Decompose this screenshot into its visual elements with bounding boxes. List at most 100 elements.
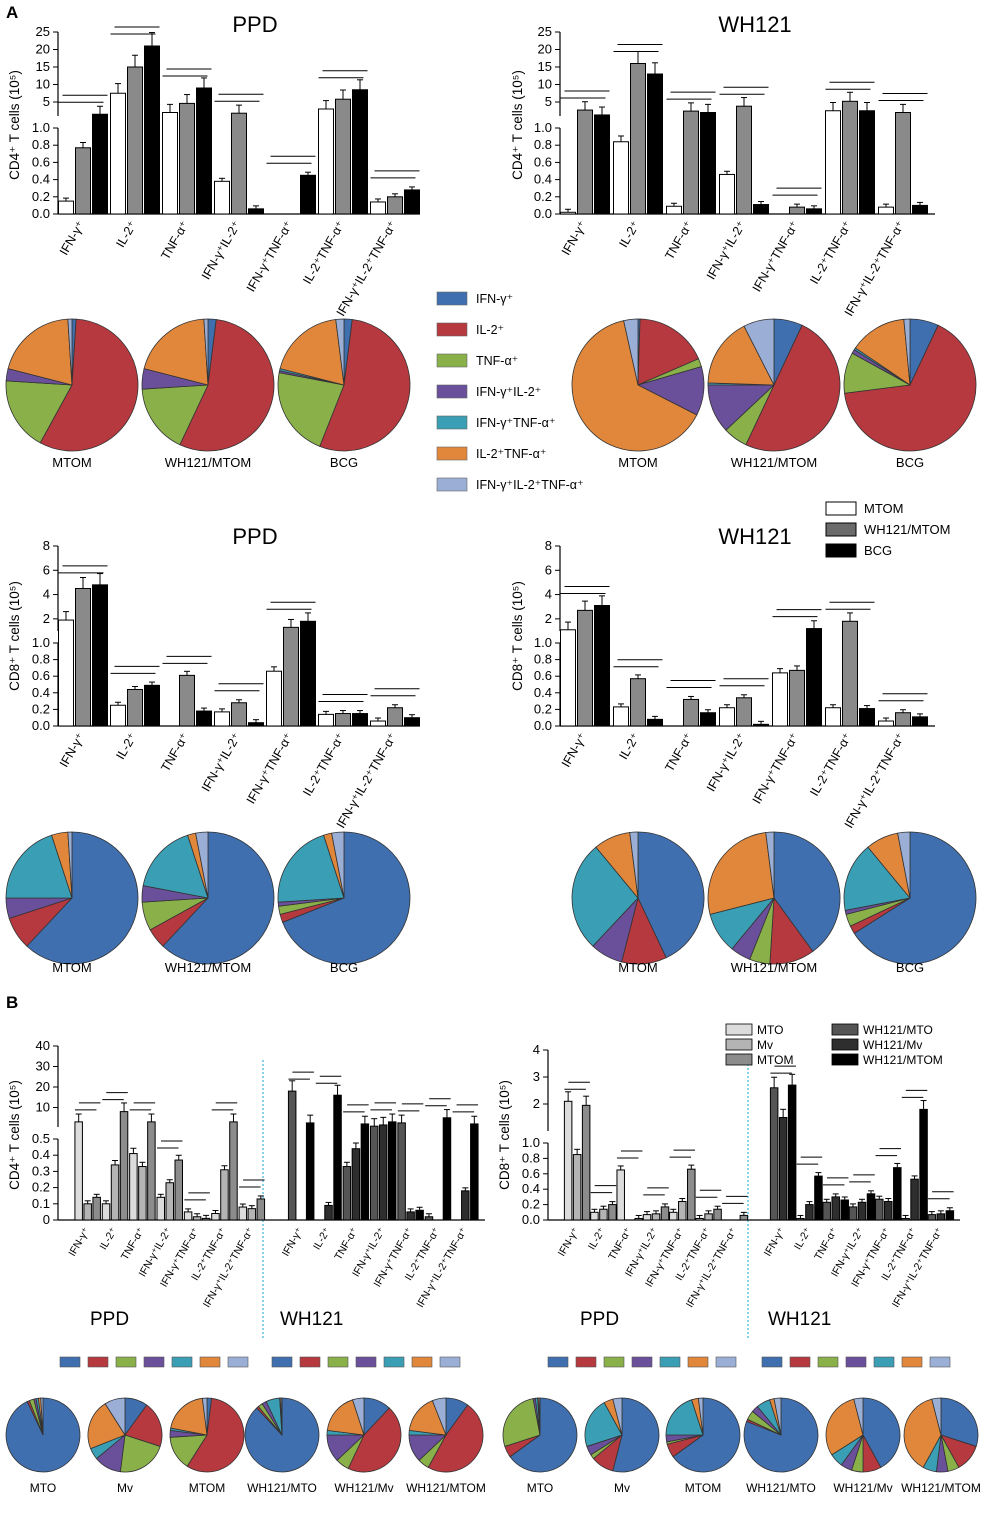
bar-mtom [719, 707, 735, 727]
y-tick-label: 2 [533, 1096, 540, 1111]
group-legend-swatch [725, 1038, 753, 1051]
bar-mto [642, 1214, 652, 1221]
bar-wh121-mtom [630, 678, 646, 727]
pie-slice-ifng_tnfa [142, 834, 209, 899]
bar-mtom [634, 1217, 643, 1221]
bar-mtom [229, 1121, 238, 1221]
legend-swatch-ifng [436, 291, 468, 306]
legend-swatch-ifng_il2 [436, 384, 468, 399]
x-tick-label: TNF-α⁺ [606, 1225, 634, 1262]
group-legend-label: MTO [757, 1023, 783, 1037]
y-tick-label: 1.0 [534, 120, 552, 135]
bar-bcg [859, 708, 875, 727]
bar-wh121-mtom [736, 105, 752, 215]
bar-bcg [404, 189, 420, 215]
y-tick-label: 1.0 [32, 635, 50, 650]
pie-slice-il2 [637, 318, 700, 386]
pie-wh121-mtom: WH121/MTOM [707, 318, 841, 470]
color-swatch-ifng_il2 [143, 1356, 165, 1368]
y-tick-label: 4 [545, 587, 552, 602]
y-tick-label: 2 [545, 611, 552, 626]
legend-swatch-triple [436, 477, 468, 492]
color-swatch-triple [439, 1356, 461, 1368]
bar-wh121-mv [324, 1204, 333, 1221]
bar-mto [101, 1203, 111, 1221]
x-tick-label: IFN-γ⁺IL-2⁺ [199, 731, 244, 795]
y-tick-label: 0.0 [32, 206, 50, 221]
bar-mv [704, 1213, 713, 1221]
legend-swatch-ifng_tnfa [436, 415, 468, 430]
pie-charts: MTOM WH121/MTOM BCG MTOM WH121/MTOM BCG MTOM WH… [5, 318, 981, 1495]
pie-slice-il2 [179, 319, 275, 452]
pie-slice-ifng [162, 831, 275, 965]
group-label-wh121: WH121 [768, 1309, 831, 1330]
bar-wh121-mtom [231, 112, 247, 215]
pie-slice-il2_tnfa [707, 325, 775, 386]
pie-slice-triple [195, 831, 209, 899]
bar-wh121-mv [778, 1117, 788, 1221]
color-swatch-il2_tnfa [687, 1356, 709, 1368]
x-tick-label: IL-2⁺ [97, 1225, 119, 1252]
x-tick-label: IFN-γ⁺IL-2⁺ [704, 731, 749, 795]
y-tick-label: 0.3 [32, 1163, 50, 1178]
pie-slice-il2_tnfa [825, 1398, 864, 1456]
bar-wh121-mtom [75, 147, 91, 215]
pie-label: Mv [614, 1481, 630, 1495]
bar-mv [220, 1169, 229, 1221]
x-tick-label: IFN-γ⁺ [57, 219, 88, 258]
bar-mtom [110, 704, 126, 727]
pie-label: WH121/Mv [334, 1481, 393, 1495]
bar-bcg [594, 114, 610, 215]
bar-bcg [700, 712, 716, 727]
y-tick-label: 0.8 [32, 652, 50, 667]
bar-mtom [687, 1168, 696, 1221]
bar-wh121-mtom [127, 66, 143, 215]
pie-slice-il2_tnfa [170, 1397, 208, 1436]
pie-slice-il2_tnfa [707, 832, 775, 915]
bar-bcg [594, 605, 610, 727]
bar-wh121-mtom [442, 1117, 452, 1221]
pie-slice-triple [335, 318, 345, 386]
pie-label: MTOM [189, 1481, 225, 1495]
bar-mv [165, 1182, 174, 1221]
pie-slice-triple [853, 1397, 864, 1436]
bar-wh121-mtom [387, 196, 403, 215]
y-tick-label: 0.8 [522, 1150, 540, 1165]
bar-mtom [318, 108, 334, 215]
pie-slice-ifng [282, 831, 411, 965]
bar-mto [616, 1169, 625, 1221]
y-axis-label: CD8⁺ T cells (10⁵) [497, 1080, 512, 1190]
bar-wh121-mto [370, 1125, 379, 1221]
x-tick-label: IL-2⁺TNF-α⁺ [300, 219, 347, 287]
color-swatch-tnfa [327, 1356, 349, 1368]
pie-label: BCG [896, 455, 924, 470]
x-tick-label: TNF-α⁺ [158, 219, 191, 263]
pie-slice-triple [773, 1397, 782, 1436]
x-tick-label: TNF-α⁺ [662, 731, 695, 775]
pie-label: MTOM [52, 960, 91, 975]
pie-slice-il2_tnfa [143, 318, 209, 386]
bar-mtom [214, 180, 230, 215]
x-tick-label: TNF-α⁺ [119, 1225, 147, 1262]
group-legend-label: MTOM [757, 1053, 793, 1067]
y-tick-label: 0.1 [32, 1196, 50, 1211]
legend-label: TNF-α⁺ [476, 354, 518, 368]
x-tick-label: TNF-α⁺ [158, 731, 191, 775]
color-swatch-ifng [59, 1356, 81, 1368]
bar-mtom [147, 1121, 156, 1221]
bar-mtom [666, 205, 682, 215]
chart-title: PPD [232, 12, 277, 37]
pie-slice-triple [743, 318, 775, 386]
bar-wh121-mto [342, 1166, 352, 1221]
color-swatch-tnfa [115, 1356, 137, 1368]
pie-wh121-mtom: WH121/MTOM [406, 1397, 486, 1495]
pie-slice-tnfa [277, 372, 345, 447]
y-tick-label: 0.0 [534, 718, 552, 733]
pie-slice-ifng [743, 1397, 819, 1473]
pie-wh121-mtom: WH121/MTOM [141, 831, 275, 975]
pie-slice-triple [203, 318, 209, 386]
x-tick-label: IFN-γ⁺ [280, 1225, 306, 1258]
x-tick-label: IL-2⁺ [792, 1225, 814, 1252]
color-swatch-tnfa [817, 1356, 839, 1368]
